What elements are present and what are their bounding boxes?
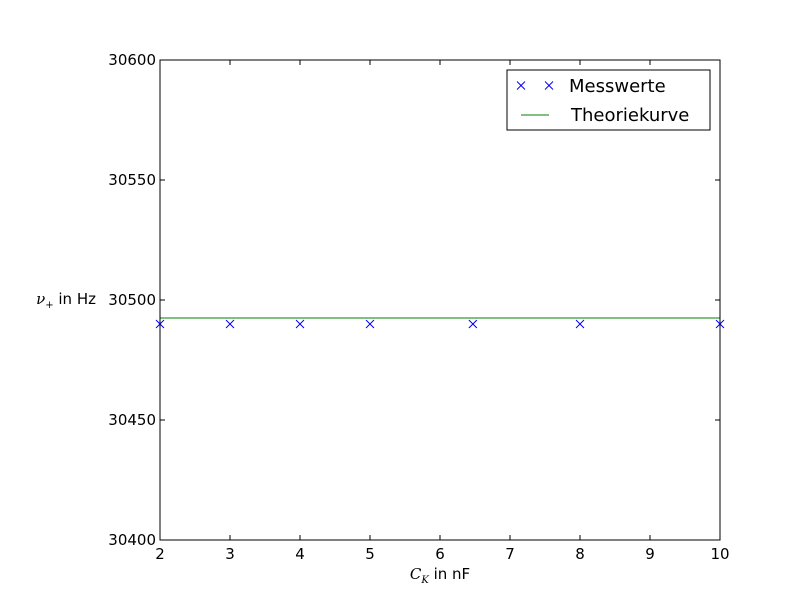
x-tick-label: 5 [365, 545, 375, 563]
x-tick-label: 7 [505, 545, 515, 563]
legend-x-marker [544, 81, 554, 90]
data-point [295, 319, 305, 329]
legend-label-theoriekurve: Theoriekurve [570, 105, 689, 126]
legend-frame [506, 69, 711, 131]
data-point [575, 319, 585, 329]
x-axis-label: CK in nF [410, 565, 470, 586]
series-layer [155, 317, 725, 329]
x-tick-label: 6 [435, 545, 445, 563]
x-tick-label: 10 [710, 545, 729, 563]
legend: Messwerte Theoriekurve [506, 69, 711, 131]
y-tick-label: 30550 [108, 171, 156, 189]
y-tick-label: 30400 [108, 531, 156, 549]
y-tick-label: 30600 [108, 51, 156, 69]
legend-marker-messwerte [516, 81, 554, 90]
x-tick-label: 3 [225, 545, 235, 563]
data-point [365, 319, 375, 329]
x-tick-label: 2 [155, 545, 165, 563]
x-tick-label: 9 [645, 545, 655, 563]
y-tick-label: 30450 [108, 411, 156, 429]
legend-label-messwerte: Messwerte [569, 76, 666, 97]
y-axis-label: ν+ in Hz [36, 290, 96, 311]
y-tick-label: 30500 [108, 291, 156, 309]
ticks-layer: 2 3 4 5 6 7 8 9 10 30400 30450 30500 30550 30600 [108, 51, 729, 563]
plot-area [160, 60, 720, 540]
data-point [225, 319, 235, 329]
data-point [468, 319, 478, 329]
plot-frame [159, 59, 721, 541]
x-tick-label: 8 [575, 545, 585, 563]
legend-x-marker [516, 81, 526, 90]
x-tick-label: 4 [295, 545, 305, 563]
